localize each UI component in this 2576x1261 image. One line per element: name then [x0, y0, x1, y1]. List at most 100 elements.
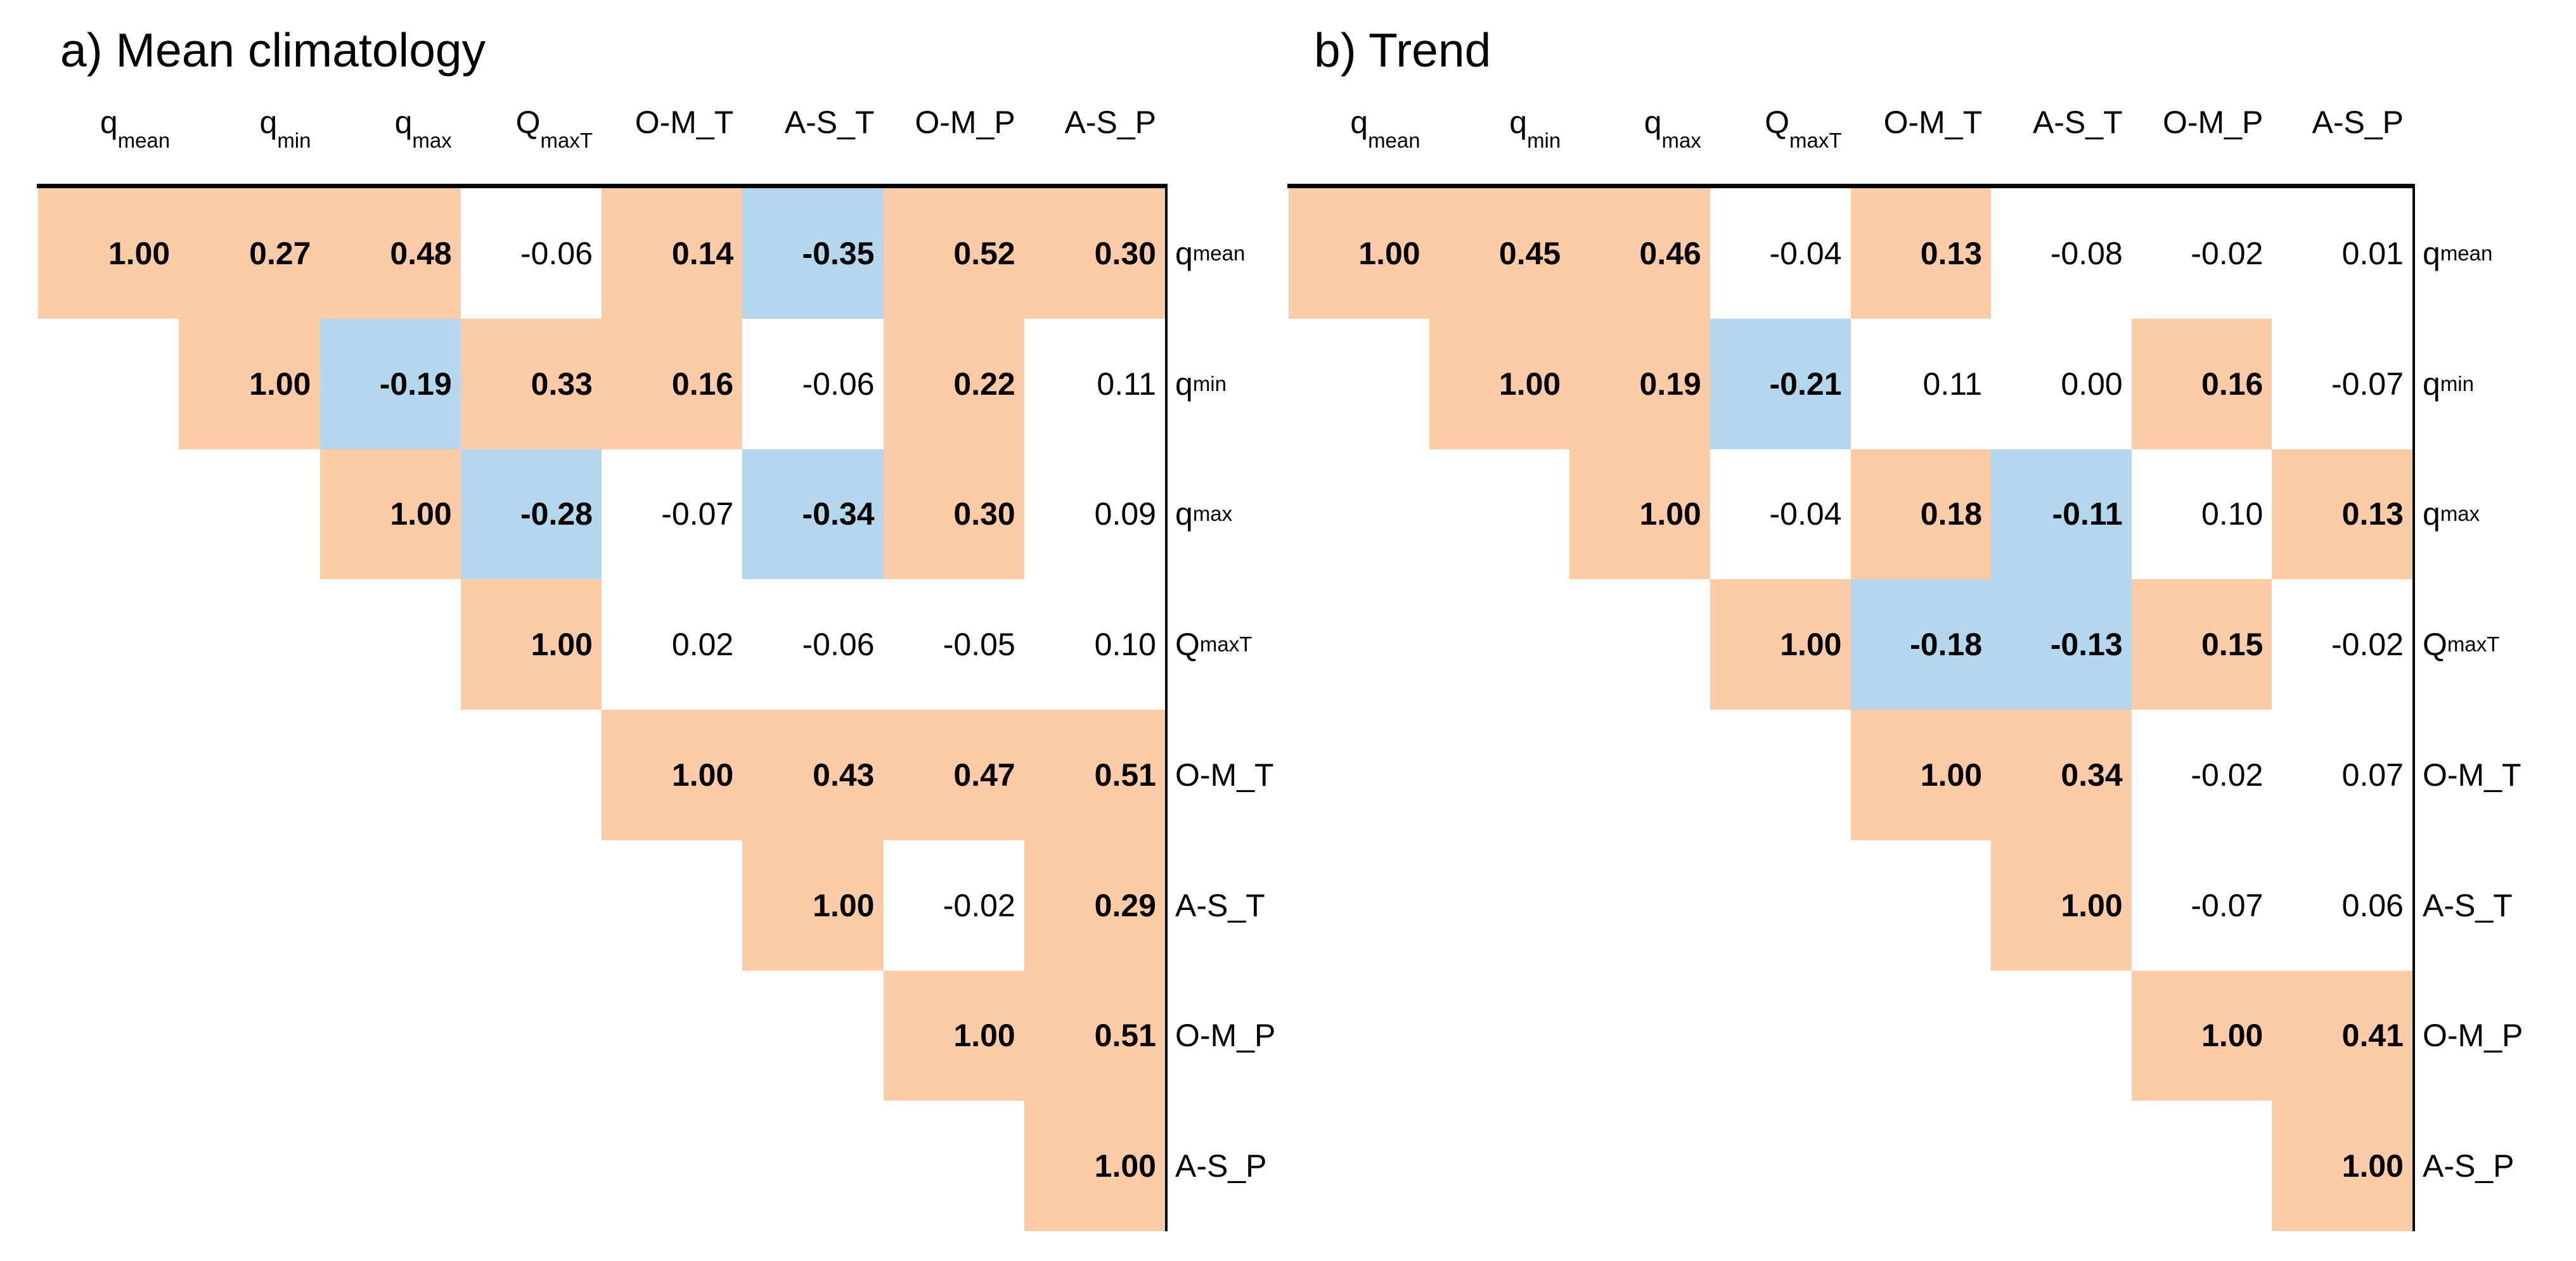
- matrix-cell: 1.00: [1991, 840, 2132, 971]
- column-header-q_mean: q mean: [1350, 105, 1420, 152]
- column-header-A-S_T: A-S_T: [2033, 105, 2123, 140]
- matrix-cell: 0.13: [1850, 188, 1992, 319]
- column-header-O-M_T: O-M_T: [1883, 105, 1983, 140]
- matrix-cell: 0.11: [1024, 318, 1165, 449]
- matrix-cell: 0.22: [883, 318, 1024, 449]
- matrix-cell: 1.00: [1429, 318, 1570, 449]
- matrix-cell: 0.33: [460, 318, 602, 449]
- matrix-cell: 1.00: [1569, 449, 1710, 580]
- matrix-cell: -0.02: [2272, 579, 2412, 710]
- matrix-cell: -0.04: [1710, 188, 1851, 319]
- matrix-cell: 1.00: [1024, 1101, 1165, 1231]
- column-header-q_min: q min: [1509, 105, 1561, 152]
- matrix-cell: 0.41: [2272, 970, 2412, 1101]
- column-header-q_max: q max: [394, 105, 452, 152]
- matrix-cell: 1.00: [883, 970, 1024, 1101]
- matrix-cell: 0.29: [1024, 840, 1165, 971]
- panel-a-title: a) Mean climatology: [60, 23, 486, 77]
- matrix-cell: -0.11: [1991, 449, 2132, 580]
- row-label-O-M_P: O-M_P: [1175, 1018, 1276, 1054]
- matrix-cell: 1.00: [1289, 188, 1429, 319]
- matrix-cell: 0.27: [179, 188, 320, 319]
- matrix-cell: 1.00: [1710, 579, 1851, 710]
- row-label-A-S_P: A-S_P: [1175, 1148, 1267, 1184]
- matrix-cell: 0.07: [2272, 710, 2412, 840]
- matrix-cell: 0.14: [602, 188, 743, 319]
- panel-b-top-border-line: [1287, 184, 2415, 188]
- row-label-A-S_P: A-S_P: [2423, 1148, 2515, 1184]
- row-label-A-S_T: A-S_T: [2423, 887, 2513, 923]
- row-label-q_mean: q mean: [1175, 235, 1246, 271]
- matrix-cell: 0.06: [2272, 840, 2412, 971]
- matrix-cell: -0.02: [2131, 188, 2272, 319]
- matrix-cell: -0.13: [1991, 579, 2132, 710]
- matrix-cell: 0.10: [1024, 579, 1165, 710]
- row-label-O-M_T: O-M_T: [2423, 757, 2521, 793]
- matrix-cell: 0.46: [1569, 188, 1710, 319]
- matrix-cell: 0.16: [602, 318, 743, 449]
- row-label-O-M_T: O-M_T: [1175, 757, 1274, 793]
- panel-a-top-border-line: [37, 184, 1168, 188]
- matrix-cell: 1.00: [2272, 1101, 2412, 1231]
- matrix-cell: 0.47: [883, 710, 1024, 840]
- column-header-q_mean: q mean: [100, 105, 171, 152]
- matrix-cell: 0.13: [2272, 449, 2412, 580]
- matrix-cell: -0.21: [1710, 318, 1851, 449]
- column-header-O-M_T: O-M_T: [634, 105, 734, 140]
- matrix-cell: 1.00: [319, 449, 461, 580]
- column-header-q_min: q min: [259, 105, 311, 152]
- matrix-cell: -0.02: [883, 840, 1024, 971]
- matrix-cell: 0.48: [319, 188, 461, 319]
- matrix-cell: 1.00: [38, 188, 179, 319]
- matrix-cell: 0.09: [1024, 449, 1165, 580]
- matrix-cell: -0.06: [460, 188, 602, 319]
- matrix-cell: -0.35: [742, 188, 884, 319]
- matrix-cell: 0.19: [1569, 318, 1710, 449]
- matrix-cell: 0.10: [2131, 449, 2272, 580]
- row-label-q_min: q min: [1175, 366, 1227, 402]
- panel-b-right-border-line: [2412, 184, 2415, 1231]
- matrix-cell: 1.00: [602, 710, 743, 840]
- panel-a-right-border-line: [1165, 184, 1168, 1231]
- matrix-cell: -0.05: [883, 579, 1024, 710]
- matrix-cell: 0.30: [883, 449, 1024, 580]
- matrix-cell: 0.51: [1024, 710, 1165, 840]
- row-label-q_max: q max: [1175, 496, 1233, 532]
- matrix-cell: 1.00: [742, 840, 884, 971]
- matrix-cell: 0.45: [1429, 188, 1570, 319]
- column-header-q_max: q max: [1644, 105, 1701, 152]
- matrix-cell: -0.02: [2131, 710, 2272, 840]
- matrix-cell: -0.18: [1850, 579, 1992, 710]
- matrix-cell: 0.52: [883, 188, 1024, 319]
- matrix-cell: 0.51: [1024, 970, 1165, 1101]
- matrix-cell: -0.06: [742, 318, 884, 449]
- matrix-cell: 0.15: [2131, 579, 2272, 710]
- matrix-cell: 1.00: [179, 318, 320, 449]
- matrix-cell: -0.08: [1991, 188, 2132, 319]
- row-label-O-M_P: O-M_P: [2423, 1018, 2523, 1054]
- matrix-cell: 1.00: [2131, 970, 2272, 1101]
- column-header-O-M_P: O-M_P: [2163, 105, 2264, 140]
- matrix-cell: -0.04: [1710, 449, 1851, 580]
- column-header-A-S_T: A-S_T: [784, 105, 875, 140]
- matrix-cell: 1.00: [1850, 710, 1992, 840]
- matrix-cell: 0.00: [1991, 318, 2132, 449]
- matrix-cell: 1.00: [460, 579, 602, 710]
- matrix-cell: 0.34: [1991, 710, 2132, 840]
- matrix-cell: -0.28: [460, 449, 602, 580]
- matrix-cell: 0.18: [1850, 449, 1992, 580]
- matrix-cell: 0.30: [1024, 188, 1165, 319]
- matrix-cell: 0.11: [1850, 318, 1992, 449]
- matrix-cell: -0.07: [602, 449, 743, 580]
- column-header-O-M_P: O-M_P: [915, 105, 1015, 140]
- matrix-cell: 0.43: [742, 710, 884, 840]
- row-label-q_mean: q mean: [2423, 235, 2493, 271]
- matrix-cell: 0.16: [2131, 318, 2272, 449]
- column-header-A-S_P: A-S_P: [2312, 105, 2404, 140]
- matrix-cell: -0.19: [319, 318, 461, 449]
